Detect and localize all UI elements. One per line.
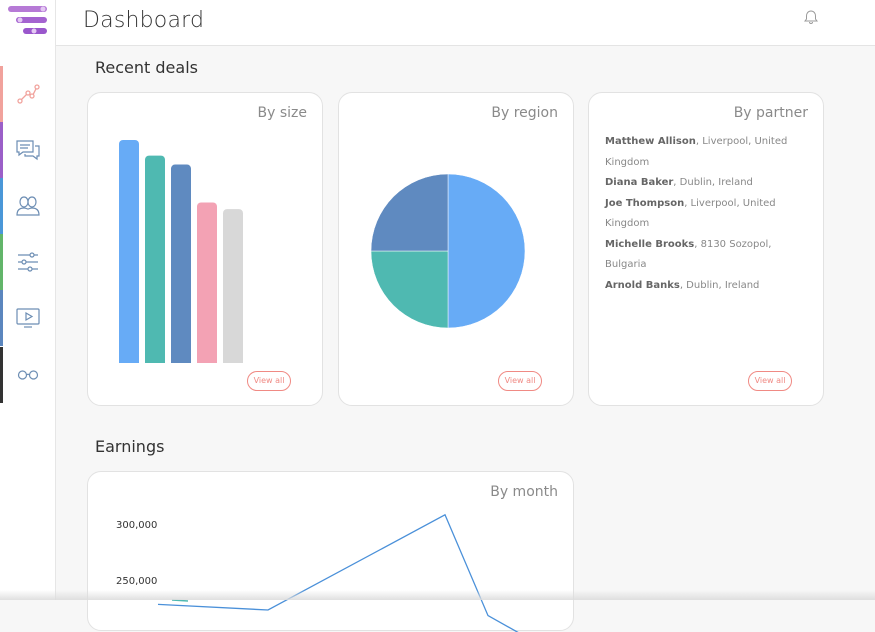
- bar-base: [197, 357, 217, 363]
- list-item[interactable]: Matthew Allison, Liverpool, United Kingd…: [605, 132, 805, 173]
- partner-location: , Dublin, Ireland: [679, 279, 760, 291]
- partner-list: Matthew Allison, Liverpool, United Kingd…: [605, 132, 805, 296]
- bar: [171, 164, 191, 363]
- chat-icon: [15, 140, 40, 161]
- by-region-card: By region View all: [338, 92, 574, 406]
- region-pie-chart: [370, 173, 526, 329]
- graph-icon: [16, 84, 40, 104]
- view-all-button[interactable]: View all: [247, 371, 291, 391]
- size-bar-chart: [119, 140, 243, 363]
- nav-strip: [0, 122, 3, 178]
- card-title: By region: [491, 105, 558, 121]
- top-bar: Dashboard: [56, 0, 875, 46]
- card-title: By month: [490, 484, 558, 500]
- partner-name: Michelle Brooks: [605, 238, 695, 250]
- view-all-button[interactable]: View all: [498, 371, 542, 391]
- earnings-heading: Earnings: [95, 437, 165, 456]
- nav-item-settings[interactable]: [0, 234, 55, 290]
- bar: [145, 155, 165, 363]
- users-icon: [15, 196, 40, 216]
- nav-item-view[interactable]: [0, 347, 55, 403]
- nav-strip: [0, 290, 3, 346]
- recent-deals-heading: Recent deals: [95, 58, 198, 77]
- pie-slice: [370, 173, 449, 252]
- card-title: By size: [257, 105, 308, 121]
- video-icon: [15, 308, 40, 328]
- by-partner-card: By partner Matthew Allison, Liverpool, U…: [588, 92, 824, 406]
- view-all-button[interactable]: View all: [748, 371, 792, 391]
- nav-strip: [0, 66, 3, 122]
- list-item[interactable]: Joe Thompson, Liverpool, United Kingdom: [605, 194, 805, 235]
- bar: [223, 209, 243, 363]
- earnings-line-chart: [157, 513, 519, 632]
- card-title: By partner: [733, 105, 808, 121]
- series-line-secondary: [171, 599, 189, 602]
- bar-base: [119, 357, 139, 363]
- partner-location: , Dublin, Ireland: [673, 177, 753, 188]
- partner-location: , Liverpool, United Kingdom: [605, 136, 788, 168]
- by-month-card: By month 300,000 250,000: [87, 471, 574, 632]
- series-line: [157, 513, 519, 632]
- by-size-card: By size View all: [87, 92, 323, 406]
- nav-item-analytics[interactable]: [0, 66, 55, 122]
- pie-slice: [447, 173, 526, 329]
- sliders-icon: [17, 252, 38, 272]
- nav-strip: [0, 178, 3, 234]
- list-item[interactable]: Michelle Brooks, 8130 Sozopol, Bulgaria: [605, 235, 805, 276]
- app-logo[interactable]: [8, 5, 48, 37]
- partner-name: Matthew Allison: [605, 136, 696, 147]
- partner-location: , 8130 Sozopol, Bulgaria: [605, 238, 772, 271]
- nav-item-users[interactable]: [0, 178, 55, 234]
- partner-name: Diana Baker: [605, 177, 674, 188]
- partner-name: Arnold Banks: [605, 279, 680, 291]
- page-title: Dashboard: [83, 8, 205, 33]
- y-tick-label: 250,000: [116, 576, 158, 587]
- pie-slice: [370, 250, 449, 329]
- nav-item-messages[interactable]: [0, 122, 55, 178]
- bell-icon[interactable]: [803, 9, 819, 25]
- list-item[interactable]: Diana Baker, Dublin, Ireland: [605, 173, 805, 194]
- glasses-icon: [17, 370, 38, 380]
- nav-strip: [0, 347, 3, 403]
- bar: [119, 140, 139, 363]
- bar-base: [171, 357, 191, 363]
- partner-name: Joe Thompson: [605, 197, 685, 209]
- nav-item-media[interactable]: [0, 290, 55, 346]
- sidebar: [0, 0, 56, 600]
- bar-base: [145, 357, 165, 363]
- bar-base: [223, 357, 243, 363]
- list-item[interactable]: Arnold Banks, Dublin, Ireland: [605, 276, 805, 297]
- bar: [197, 202, 217, 363]
- y-tick-label: 300,000: [116, 520, 158, 531]
- bottom-edge: [0, 590, 875, 600]
- nav-strip: [0, 234, 3, 290]
- partner-location: , Liverpool, United Kingdom: [605, 197, 776, 230]
